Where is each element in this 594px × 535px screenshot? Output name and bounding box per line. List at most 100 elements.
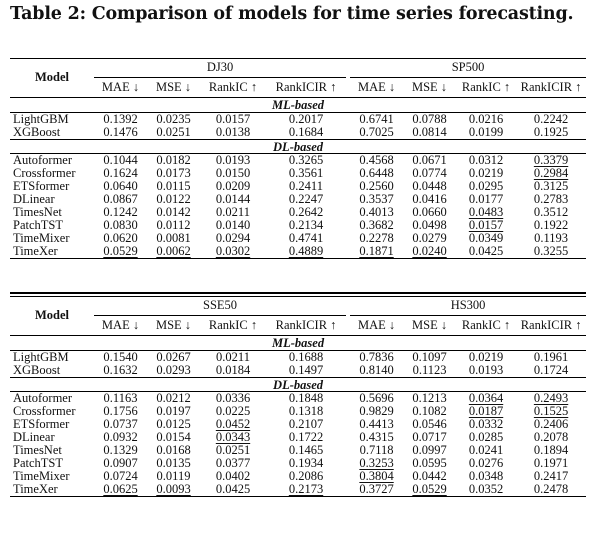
metric-value: 0.7118 [350,444,403,457]
metric-value: 0.1934 [266,457,346,470]
metric-value: 0.0211 [200,349,266,364]
value-text: 0.4741 [288,230,324,245]
value-text: 0.0193 [468,362,504,377]
table-row: ETSformer 0.0640 0.0115 0.0209 0.2411 0.2560 0… [10,180,586,193]
value-text: 0.0267 [156,349,191,364]
value-text: 0.0241 [468,443,504,458]
value-text: 0.0177 [468,192,504,207]
metric-value: 0.1097 [403,349,457,364]
metric-value: 0.3727 [350,482,404,497]
model-column-header: Model [10,296,94,336]
spacer [346,349,351,364]
value-text: 0.3265 [288,153,324,168]
table-row: TimeXer 0.0625 0.0093 0.0425 0.2173 0.3727 0.0… [10,481,587,497]
value-text: 0.0774 [412,166,447,181]
value-text: 0.0212 [156,391,191,406]
dataset-group-header: SSE50 [94,296,347,316]
metric-value: 0.4741 [266,230,346,245]
metric-header: RankICIR ↑ [266,314,347,336]
table-row: DLinear 0.0867 0.0122 0.0144 0.2247 0.3537 0.0… [10,193,586,206]
metric-value: 0.0140 [200,219,266,232]
model-name: TimesNet [13,443,62,458]
value-text: 0.0193 [215,153,251,168]
metric-value: 0.2242 [516,111,587,126]
table-row: PatchTST 0.0830 0.0112 0.0140 0.2134 0.3682 0.… [10,219,586,232]
metric-header: RankICIR ↑ [516,314,587,336]
value-text: 0.0425 [215,481,251,496]
value-text: 0.0483 [468,205,504,220]
value-text: 0.0135 [156,455,191,470]
table-row: LightGBM 0.1392 0.0235 0.0157 0.2017 0.6741 0.… [10,111,587,126]
table-row: Autoformer 0.1163 0.0212 0.0336 0.1848 0.5696… [10,391,587,406]
metric-value: 0.8140 [350,363,403,377]
metric-value: 0.0546 [403,418,456,431]
metric-value: 0.1465 [266,444,346,457]
value-text: 0.1044 [103,153,138,168]
dataset-group-header: SP500 [350,58,587,78]
metric-value: 0.0625 [94,482,147,497]
value-text: 0.2783 [533,192,569,207]
metric-value: 0.0168 [147,444,200,457]
metric-value: 0.0276 [456,457,516,470]
value-text: 0.3255 [533,243,569,258]
value-text: 0.0140 [215,217,251,232]
value-text: 0.0425 [468,243,504,258]
metric-value: 0.1961 [516,349,587,364]
table-row: XGBoost 0.1476 0.0251 0.0138 0.1684 0.7025 0.0… [10,125,586,139]
value-text: 0.9829 [359,404,394,419]
metrics-table: Model SSE50 HS300 MAE ↓ MSE ↓ RankIC ↑ RankICI… [10,296,587,497]
metric-value: 0.4013 [350,206,403,219]
metric-value: 0.0788 [403,111,457,126]
metric-value: 0.0197 [147,405,200,418]
metric-value: 0.2173 [266,482,347,497]
metric-header: MSE ↓ [147,76,200,98]
metric-value: 0.4413 [350,418,403,431]
value-text: 0.0546 [412,417,447,432]
value-text: 0.1123 [412,362,447,377]
metric-value: 0.0336 [200,391,266,406]
value-text: 0.0115 [156,179,191,194]
section-label: DL-based [10,376,587,392]
metric-value: 0.2017 [266,111,347,126]
metric-header: RankICIR ↑ [516,76,587,98]
spacer [346,296,351,316]
metric-value: 0.0425 [456,243,517,259]
metric-value: 0.0377 [200,457,266,470]
metric-value: 0.0279 [403,231,456,245]
metric-value: 0.2783 [516,193,586,206]
metric-value: 0.1632 [94,363,147,377]
value-text: 0.3253 [359,455,394,470]
metric-value: 0.0416 [403,193,456,206]
value-text: 0.2247 [288,192,324,207]
metric-value: 0.0199 [456,125,516,139]
value-text: 0.2478 [533,481,569,496]
value-text: 0.0251 [215,443,251,458]
section-row: DL-based [10,138,587,154]
metric-value: 0.0209 [200,180,266,193]
metric-value: 0.2493 [516,391,587,406]
metric-value: 0.0093 [147,482,200,497]
metric-value: 0.1392 [94,111,147,126]
value-text: 0.3561 [288,166,324,181]
metric-value: 0.2984 [516,167,586,180]
value-text: 0.0062 [156,243,191,258]
metric-value: 0.0251 [200,444,266,457]
metric-value: 0.3682 [350,219,403,232]
results-table-bottom: Model SSE50 HS300 MAE ↓ MSE ↓ RankIC ↑ RankICI… [10,296,587,497]
value-text: 0.0219 [468,166,504,181]
value-text: 0.4568 [359,153,394,168]
metric-value: 0.7025 [350,125,403,139]
value-text: 0.0343 [215,430,251,445]
value-text: 0.0182 [156,153,191,168]
value-text: 0.4315 [359,430,394,445]
model-name: PatchTST [13,217,63,232]
model-name: DLinear [13,430,55,445]
value-text: 0.0452 [215,417,251,432]
model-name: LightGBM [10,111,94,126]
metric-value: 0.0997 [403,444,456,457]
spacer [346,244,351,259]
metric-value: 0.0442 [403,469,456,483]
model-column-header: Model [10,58,94,98]
metric-value: 0.1163 [94,391,147,406]
metric-value: 0.2134 [266,219,346,232]
